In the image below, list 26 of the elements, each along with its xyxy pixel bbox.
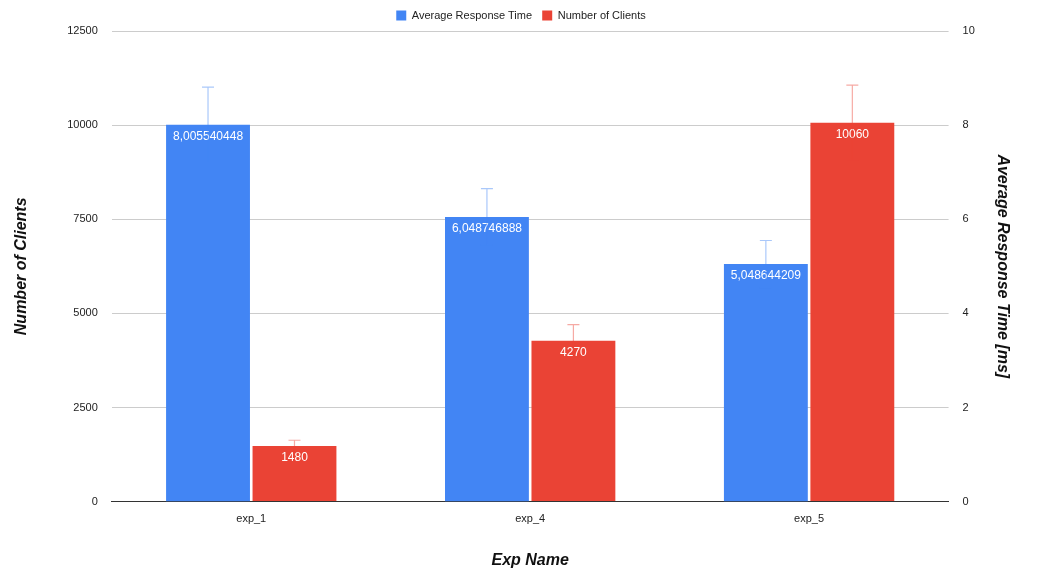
- x-tick-label: exp_1: [236, 512, 267, 525]
- y2-tick-label: 10: [962, 24, 975, 37]
- y2-tick-label: 4: [962, 306, 969, 319]
- x-tick-label: exp_4: [515, 512, 546, 525]
- x-tick-label: exp_5: [794, 512, 825, 525]
- y-tick-label: 0: [91, 494, 98, 507]
- y-tick-label: 10000: [67, 118, 98, 131]
- y-axis-title: Number of Clients: [12, 197, 30, 336]
- y-tick-label: 2500: [73, 400, 98, 413]
- y2-tick-label: 6: [962, 212, 969, 225]
- y-tick-label: 7500: [73, 212, 98, 225]
- data-label: 6,048746888: [451, 221, 523, 236]
- y-tick-label: 12500: [67, 24, 98, 37]
- data-label: 5,048644209: [730, 268, 802, 283]
- data-label: 8,005540448: [172, 129, 244, 144]
- data-label: 1480: [281, 450, 309, 465]
- data-label: 4270: [560, 345, 588, 360]
- y2-tick-label: 0: [962, 494, 969, 507]
- y2-tick-label: 2: [962, 400, 969, 413]
- y2-tick-label: 8: [962, 118, 969, 131]
- x-axis-title: Exp Name: [491, 550, 569, 568]
- y-tick-label: 5000: [73, 306, 98, 319]
- legend-label: Number of Clients: [557, 8, 647, 21]
- legend-label: Average Response Time: [411, 8, 533, 21]
- y2-axis-title: Average Response Time [ms]: [994, 153, 1012, 379]
- data-label: 10060: [835, 127, 870, 142]
